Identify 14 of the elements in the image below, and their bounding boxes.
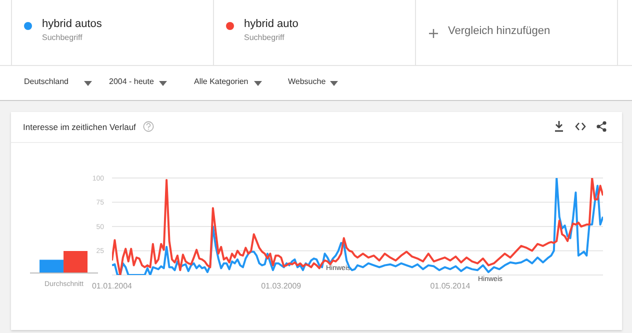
- text: Alle Kategorien: [194, 77, 248, 86]
- x-tick-label: 01.05.2014: [430, 282, 471, 291]
- text: Websuche: [288, 77, 326, 86]
- x-tick-label: 01.03.2009: [261, 282, 302, 291]
- text: Suchbegriff: [42, 33, 82, 42]
- text: Vergleich hinzufügen: [448, 25, 550, 37]
- legend-label: hybrid autos: [42, 18, 102, 30]
- text: Suchbegriff: [244, 33, 284, 42]
- text: 2004 - heute: [109, 77, 154, 86]
- chart-title: Interesse im zeitlichen Verlauf: [23, 122, 136, 132]
- legend-label: hybrid auto: [244, 18, 298, 30]
- text: Deutschland: [24, 77, 68, 86]
- line-series: [112, 178, 603, 275]
- x-tick-label: 01.01.2004: [92, 282, 133, 291]
